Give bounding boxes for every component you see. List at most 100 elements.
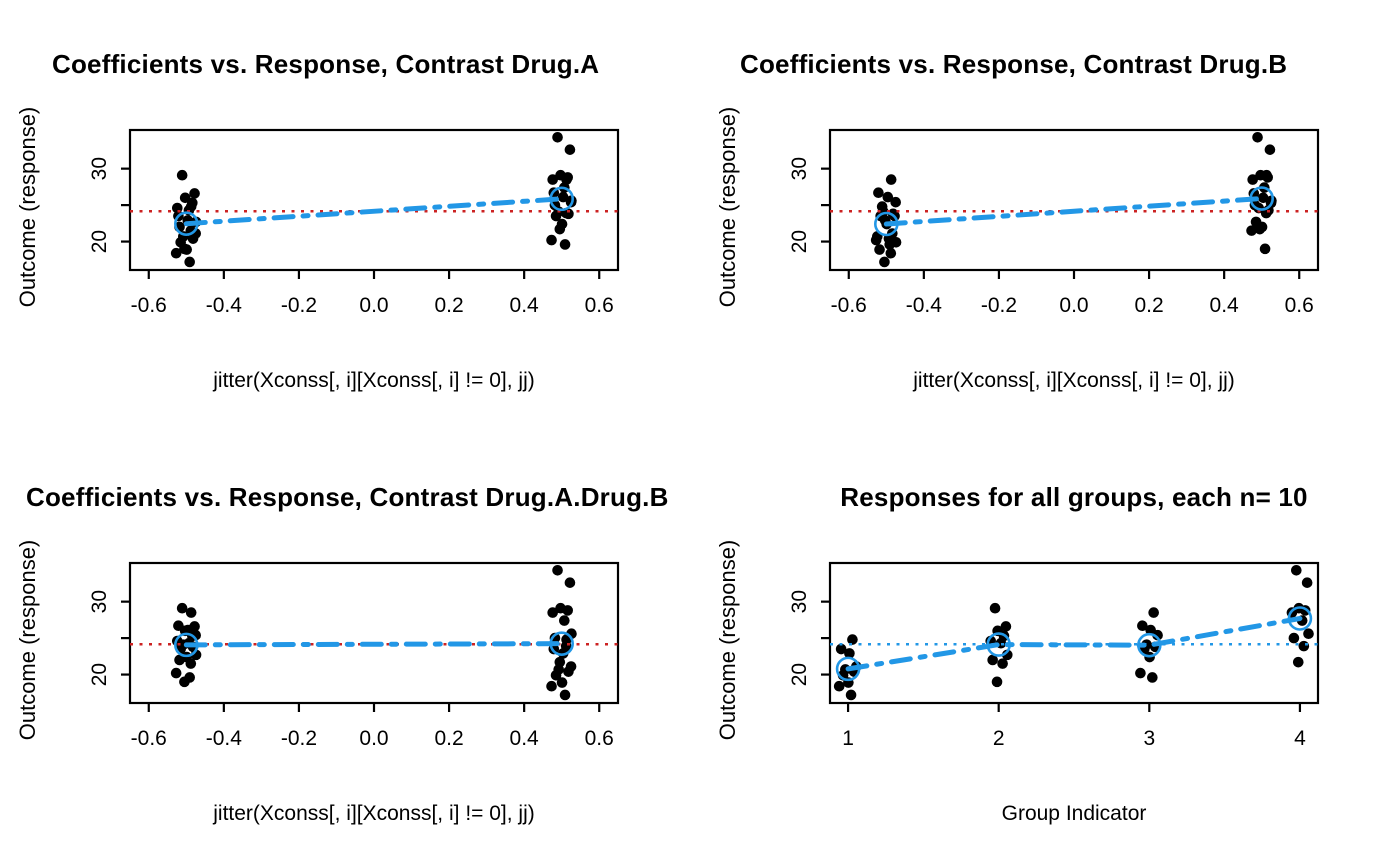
data-point: [1246, 225, 1257, 236]
x-axis-tick-label: -0.2: [981, 294, 1017, 317]
data-point: [844, 648, 855, 659]
data-point: [185, 607, 197, 618]
mean-circle: [174, 632, 199, 658]
data-point: [552, 564, 563, 576]
panel-1-title: Coefficients vs. Response, Contrast Drug…: [52, 49, 600, 79]
mean-circle: [1287, 606, 1313, 631]
mean-circle: [174, 211, 199, 236]
x-axis-tick-label: -0.4: [206, 727, 243, 750]
data-point: [550, 669, 562, 681]
data-point: [184, 256, 195, 268]
data-point: [882, 191, 894, 203]
data-point: [987, 654, 998, 666]
mean-circle: [874, 211, 899, 237]
mean-circle: [549, 631, 574, 656]
data-point: [546, 680, 557, 692]
panel-1: Coefficients vs. Response, Contrast Drug…: [0, 0, 700, 433]
data-point: [1301, 577, 1313, 588]
panel-4-x-axis-label: Group Indicator: [1001, 802, 1147, 825]
x-axis-tick-label: 0.6: [1285, 294, 1314, 317]
x-axis-tick-label: 0.2: [434, 727, 463, 750]
x-axis-tick-label: -0.6: [131, 727, 167, 750]
data-point: [989, 602, 1001, 614]
data-point: [556, 677, 568, 688]
data-point: [835, 643, 847, 655]
data-point: [1252, 131, 1263, 143]
trend-line: [183, 641, 565, 648]
data-point: [885, 247, 897, 259]
data-point: [1264, 144, 1276, 155]
panel-2-plot-svg: -0.6 -0.4 -0.2 0.0 0.2 0.4 0.6 20 30: [788, 128, 1320, 317]
x-axis-tick-label: 0.6: [585, 727, 614, 750]
data-point: [997, 658, 1008, 669]
panel-3: Coefficients vs. Response, Contrast Drug…: [0, 433, 700, 866]
data-point: [870, 234, 882, 246]
mean-circle: [835, 656, 861, 682]
x-axis-tick-label: -0.2: [281, 294, 317, 317]
data-point: [1257, 192, 1269, 204]
x-axis-tick-label: 0.0: [1059, 294, 1088, 317]
data-point: [1152, 629, 1163, 641]
data-point: [885, 174, 897, 185]
x-axis-tick-label: -0.2: [281, 727, 317, 750]
x-axis-tick-label: 0.2: [1134, 294, 1163, 317]
data-point: [550, 210, 562, 222]
panel-2: Coefficients vs. Response, Contrast Drug…: [700, 0, 1400, 433]
x-axis-tick-label: 3: [1143, 727, 1155, 750]
data-point: [884, 239, 895, 250]
y-axis-tick-label: 30: [788, 157, 811, 180]
y-axis-tick-label: 30: [88, 590, 111, 613]
data-point: [559, 689, 571, 701]
data-point: [189, 188, 200, 199]
x-axis-tick-label: 0.0: [359, 294, 388, 317]
data-point: [845, 689, 857, 701]
data-point: [173, 620, 184, 632]
data-point: [554, 223, 566, 235]
panel-1-x-axis-label: jitter(Xconss[, i][Xconss[, i] != 0], jj…: [213, 369, 535, 392]
data-point: [1254, 223, 1266, 235]
x-axis-tick-label: 0.2: [434, 294, 463, 317]
plot-box: [128, 561, 620, 705]
y-axis-tick-label: 30: [88, 157, 111, 180]
data-point: [552, 131, 563, 143]
data-point: [1135, 667, 1146, 679]
mean-circle: [549, 186, 574, 212]
mean-circle: [986, 632, 1011, 657]
data-point: [1288, 632, 1300, 644]
data-point: [1000, 621, 1012, 632]
panel-1-plot-svg: -0.6 -0.4 -0.2 0.0 0.2 0.4 0.6 20 30: [88, 128, 620, 317]
data-point: [1298, 640, 1310, 652]
data-point: [546, 234, 557, 246]
data-point: [559, 615, 570, 626]
panel-4-plot-svg: 1 2 3 4 20 30: [788, 561, 1320, 750]
panel-3-title: Coefficients vs. Response, Contrast Drug…: [26, 482, 669, 512]
data-point: [879, 256, 890, 268]
data-point: [1137, 620, 1148, 632]
y-axis-tick-label: 30: [788, 590, 811, 613]
data-point: [874, 244, 885, 255]
data-point: [170, 667, 182, 679]
data-point: [1148, 607, 1159, 618]
y-axis-tick-label: 20: [788, 663, 811, 686]
data-point: [564, 144, 576, 155]
data-point: [547, 607, 558, 618]
data-point: [554, 656, 566, 668]
panel-2-x-axis-label: jitter(Xconss[, i][Xconss[, i] != 0], jj…: [913, 369, 1235, 392]
data-point: [1303, 628, 1314, 640]
data-point: [991, 676, 1003, 688]
plot-box: [828, 561, 1320, 705]
mean-circle: [1137, 632, 1162, 658]
panel-2-title: Coefficients vs. Response, Contrast Drug…: [740, 49, 1288, 79]
data-point: [563, 666, 574, 677]
x-axis-tick-label: 0.0: [359, 727, 388, 750]
x-axis-tick-label: 0.4: [1210, 294, 1240, 317]
data-point: [1292, 656, 1304, 668]
x-axis-tick-label: -0.6: [831, 294, 867, 317]
y-axis-tick-label: 20: [88, 230, 111, 253]
panel-4-title: Responses for all groups, each n= 10: [840, 482, 1308, 512]
x-axis-tick-label: 0.4: [510, 727, 540, 750]
x-axis-tick-label: 1: [842, 727, 854, 750]
trend-line: [845, 615, 1303, 672]
x-axis-tick-label: -0.4: [906, 294, 943, 317]
data-point: [559, 239, 571, 250]
